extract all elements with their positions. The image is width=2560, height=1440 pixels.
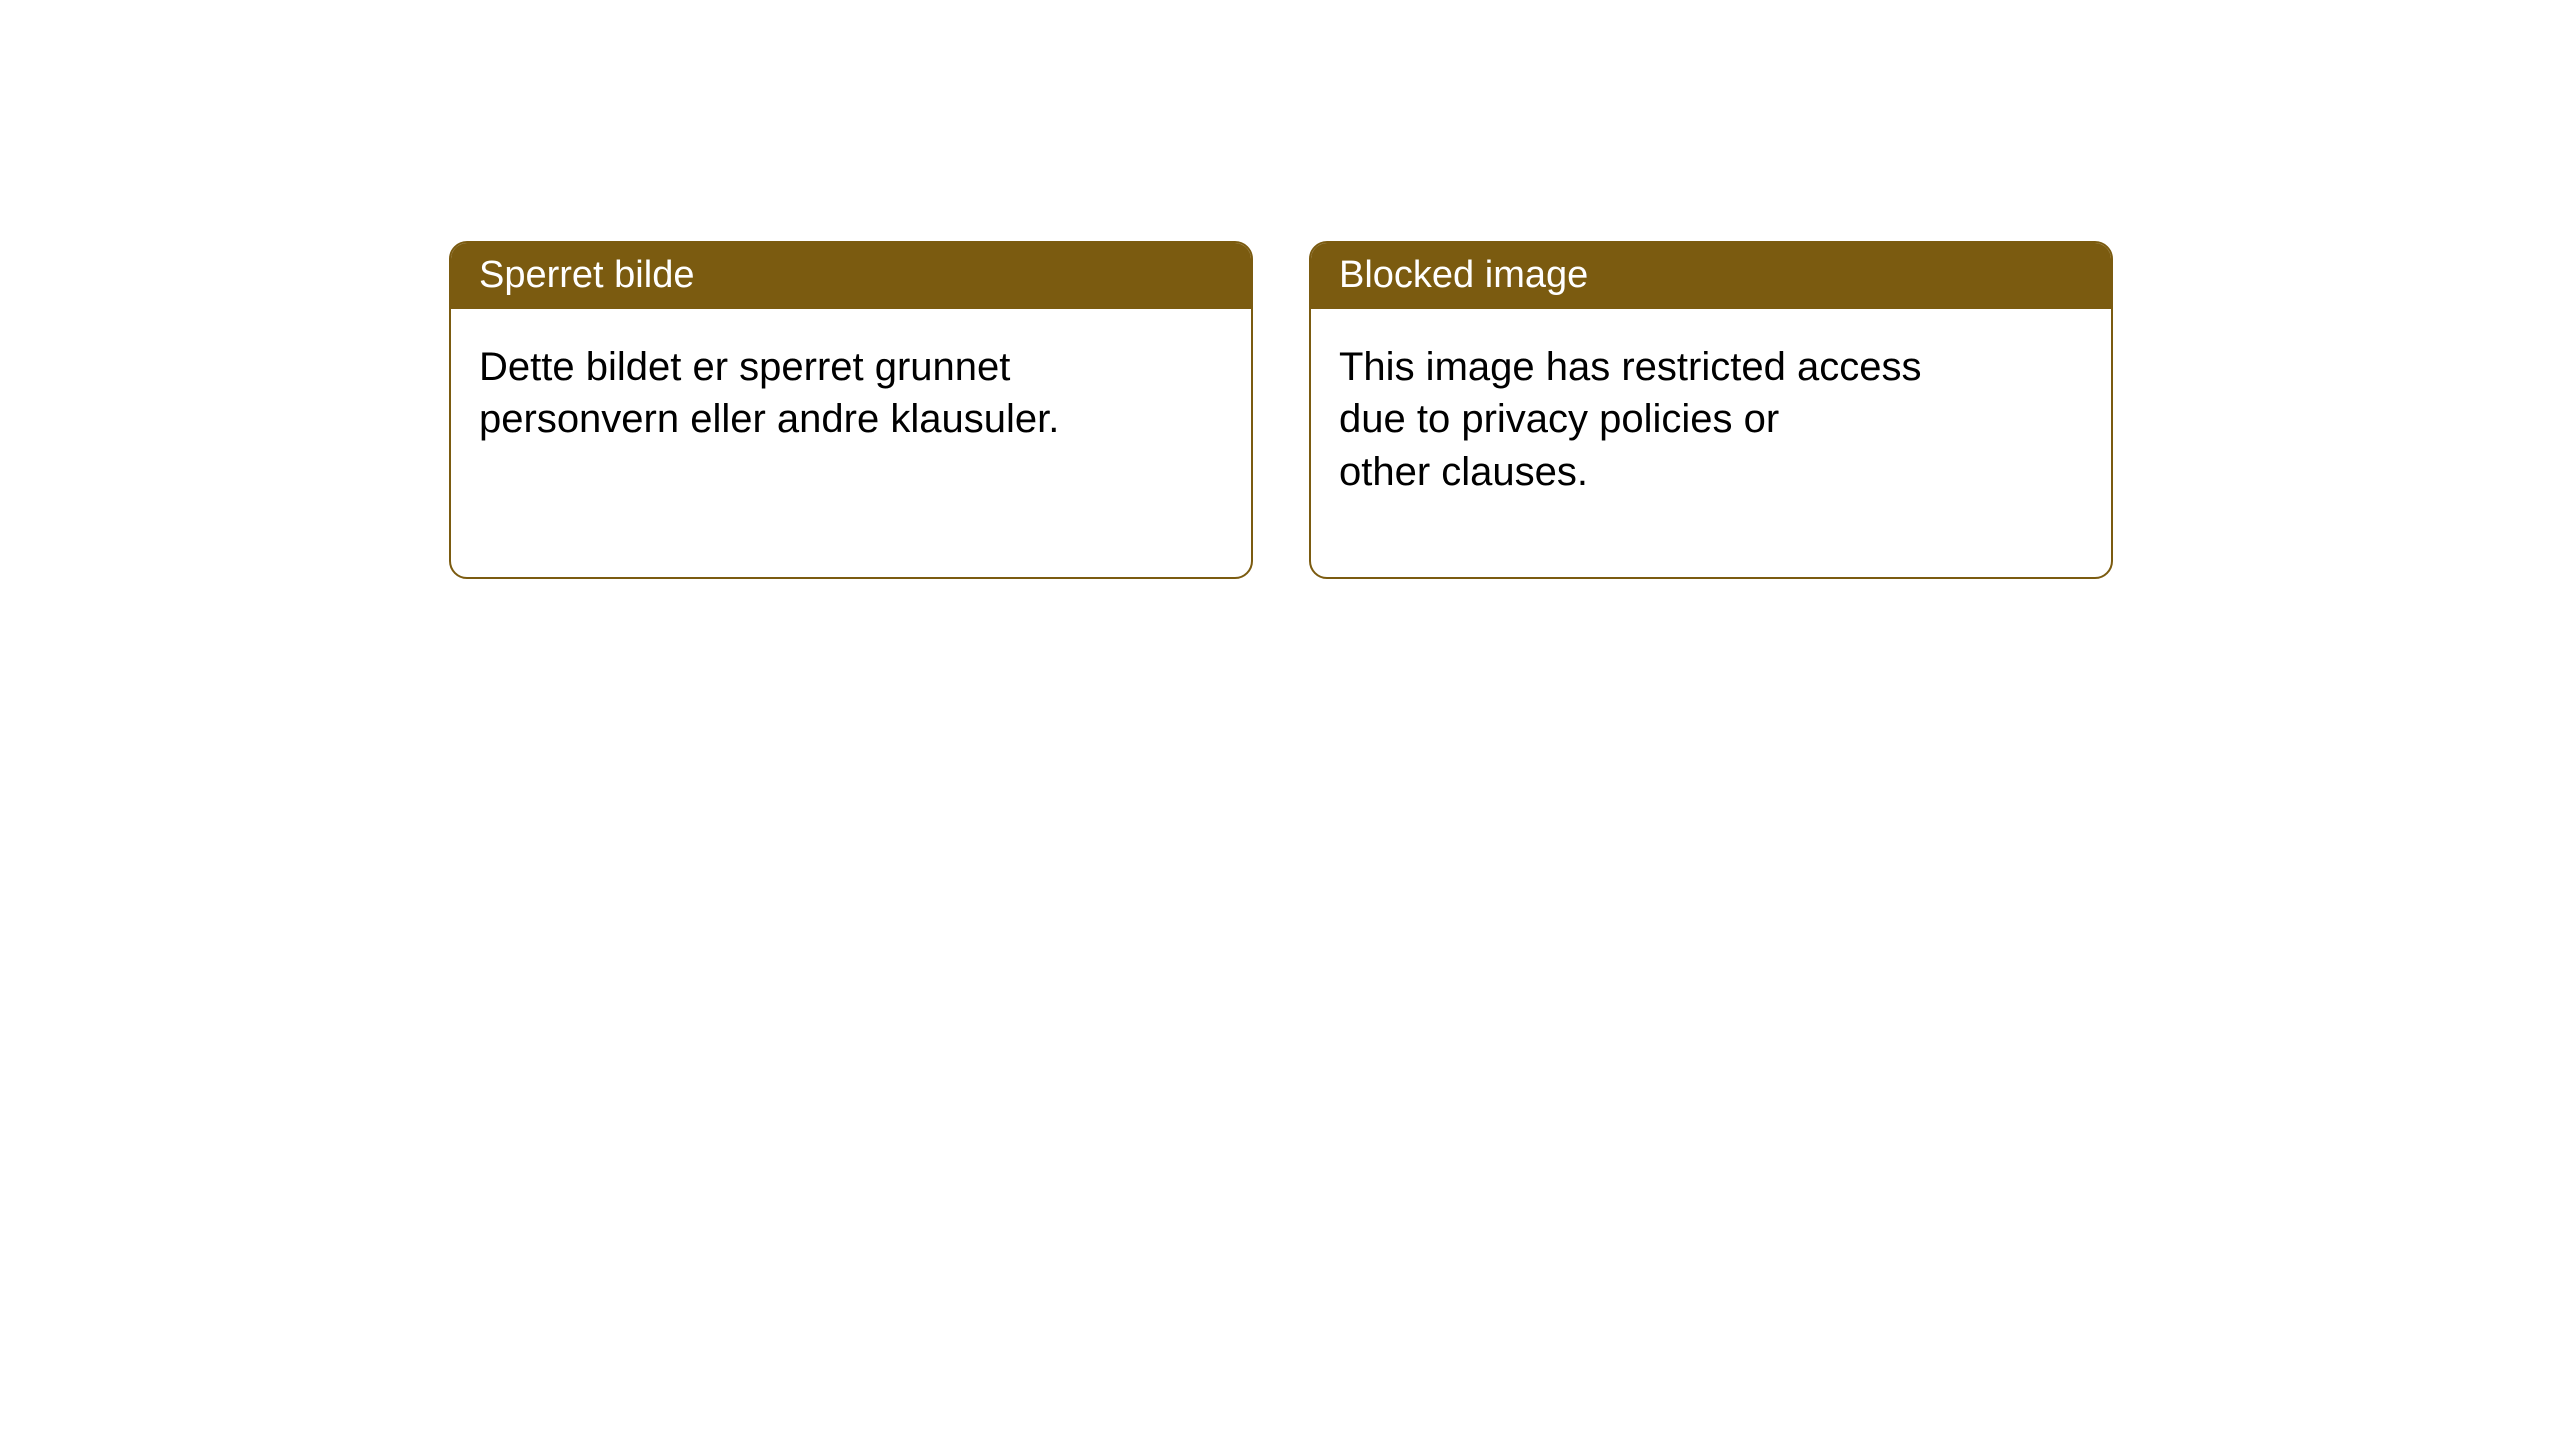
- card-title: Blocked image: [1311, 243, 2111, 309]
- notice-card-english: Blocked image This image has restricted …: [1309, 241, 2113, 579]
- card-title: Sperret bilde: [451, 243, 1251, 309]
- notice-card-norwegian: Sperret bilde Dette bildet er sperret gr…: [449, 241, 1253, 579]
- card-body-text: Dette bildet er sperret grunnet personve…: [451, 309, 1251, 479]
- card-body-text: This image has restricted access due to …: [1311, 309, 2111, 531]
- card-container: Sperret bilde Dette bildet er sperret gr…: [449, 241, 2113, 579]
